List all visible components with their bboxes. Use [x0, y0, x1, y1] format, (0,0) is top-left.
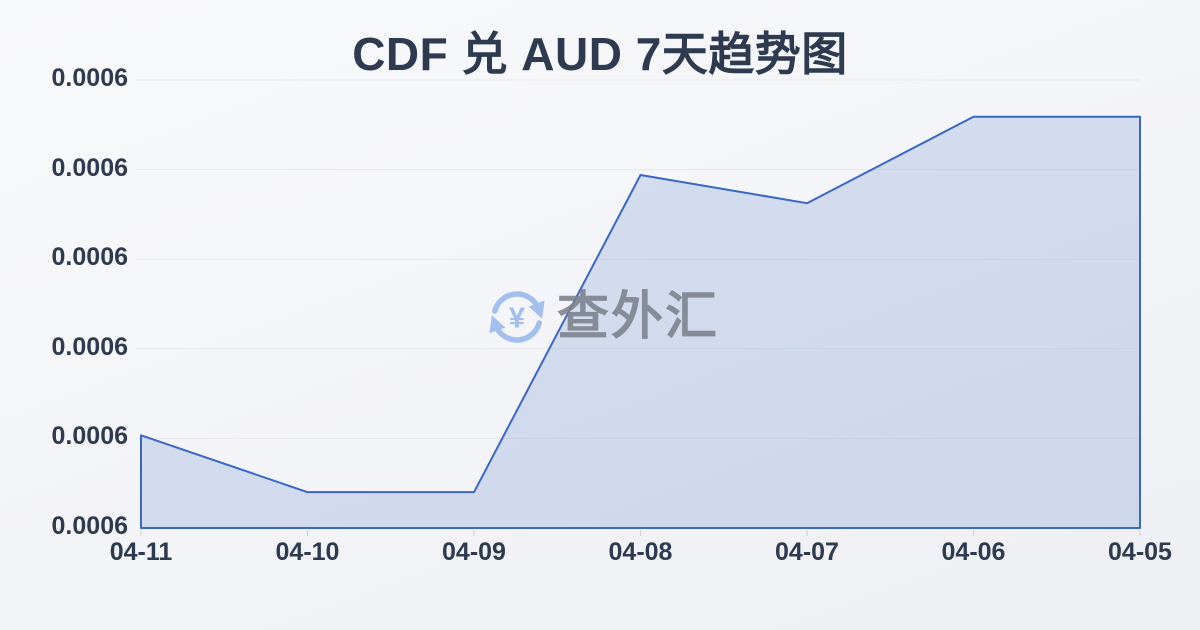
chart-title: CDF 兑 AUD 7天趋势图 — [352, 28, 848, 80]
y-tick-label: 0.0006 — [51, 332, 128, 361]
y-tick-label: 0.0006 — [51, 512, 128, 540]
x-tick-label: 04-10 — [275, 538, 340, 566]
y-tick-label: 0.0006 — [51, 64, 128, 92]
x-tick-label: 04-06 — [941, 538, 1006, 566]
y-tick-label: 0.0006 — [51, 422, 128, 451]
x-tick-label: 04-11 — [109, 538, 173, 566]
x-tick-label: 04-08 — [608, 538, 673, 566]
trend-area — [140, 115, 1141, 529]
x-tick-label: 04-05 — [1108, 538, 1172, 566]
x-tick-label: 04-09 — [442, 538, 506, 566]
y-tick-label: 0.0006 — [51, 243, 128, 272]
y-tick-label: 0.0006 — [51, 153, 128, 182]
x-tick-label: 04-07 — [775, 538, 839, 566]
